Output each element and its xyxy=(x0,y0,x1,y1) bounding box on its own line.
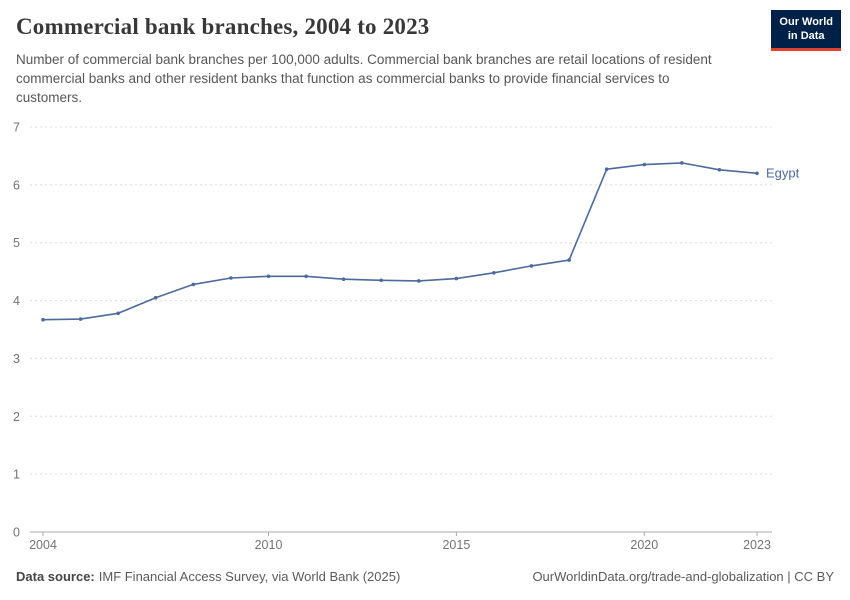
owid-credit-link[interactable]: OurWorldinData.org/trade-and-globalizati… xyxy=(532,569,834,584)
data-point-marker[interactable] xyxy=(492,271,496,275)
data-point-marker[interactable] xyxy=(41,317,45,322)
owid-logo-line2: in Data xyxy=(787,30,825,43)
data-point-marker[interactable] xyxy=(529,264,534,268)
x-tick-label: 2004 xyxy=(29,538,57,552)
data-point-marker[interactable] xyxy=(229,276,233,280)
chart-subtitle: Number of commercial bank branches per 1… xyxy=(16,52,712,106)
data-point-marker[interactable] xyxy=(604,167,609,171)
y-tick-label: 3 xyxy=(13,352,20,366)
data-point-marker[interactable] xyxy=(755,171,759,176)
x-tick-label: 2010 xyxy=(255,538,283,552)
data-point-marker[interactable] xyxy=(116,311,120,316)
x-tick-label: 2015 xyxy=(442,538,470,552)
data-point-marker[interactable] xyxy=(304,274,308,279)
data-point-marker[interactable] xyxy=(78,317,83,321)
chart-area[interactable]: 0 1 2 3 4 5 6 7 2004 2010 2015 2020 2023 Egypt xyxy=(0,112,850,564)
y-tick-label: 1 xyxy=(13,468,20,482)
data-point-marker[interactable] xyxy=(341,277,346,281)
data-point-marker[interactable] xyxy=(266,274,271,279)
series-label-egypt[interactable]: Egypt xyxy=(766,165,800,180)
data-point-marker[interactable] xyxy=(417,279,421,283)
x-tick-label: 2023 xyxy=(743,538,771,552)
owid-logo[interactable]: Our World in Data xyxy=(771,10,841,51)
owid-logo-line1: Our World xyxy=(779,16,833,28)
data-source-note: Data source: IMF Financial Access Survey,… xyxy=(16,569,400,584)
line-chart-svg[interactable]: 0 1 2 3 4 5 6 7 2004 2010 2015 2020 2023 Egypt xyxy=(0,112,850,564)
series-line-egypt[interactable] xyxy=(42,162,758,321)
data-source-label: Data source: xyxy=(16,569,95,584)
y-tick-label: 2 xyxy=(13,410,20,424)
data-source-text: IMF Financial Access Survey, via World B… xyxy=(98,569,401,584)
data-point-marker[interactable] xyxy=(680,161,684,165)
y-tick-label: 0 xyxy=(13,526,20,540)
data-point-marker[interactable] xyxy=(153,295,158,300)
data-point-marker[interactable] xyxy=(454,276,459,281)
data-point-marker[interactable] xyxy=(717,168,722,172)
data-point-marker[interactable] xyxy=(191,282,196,287)
y-tick-label: 5 xyxy=(13,236,20,250)
y-tick-label: 4 xyxy=(13,294,20,308)
x-tick-label: 2020 xyxy=(630,538,658,552)
chart-title: Commercial bank branches, 2004 to 2023 xyxy=(16,14,430,39)
data-point-marker[interactable] xyxy=(379,278,384,283)
y-tick-label: 6 xyxy=(13,178,20,192)
data-point-marker[interactable] xyxy=(642,162,647,167)
data-point-marker[interactable] xyxy=(567,258,571,262)
y-tick-label: 7 xyxy=(13,121,20,135)
